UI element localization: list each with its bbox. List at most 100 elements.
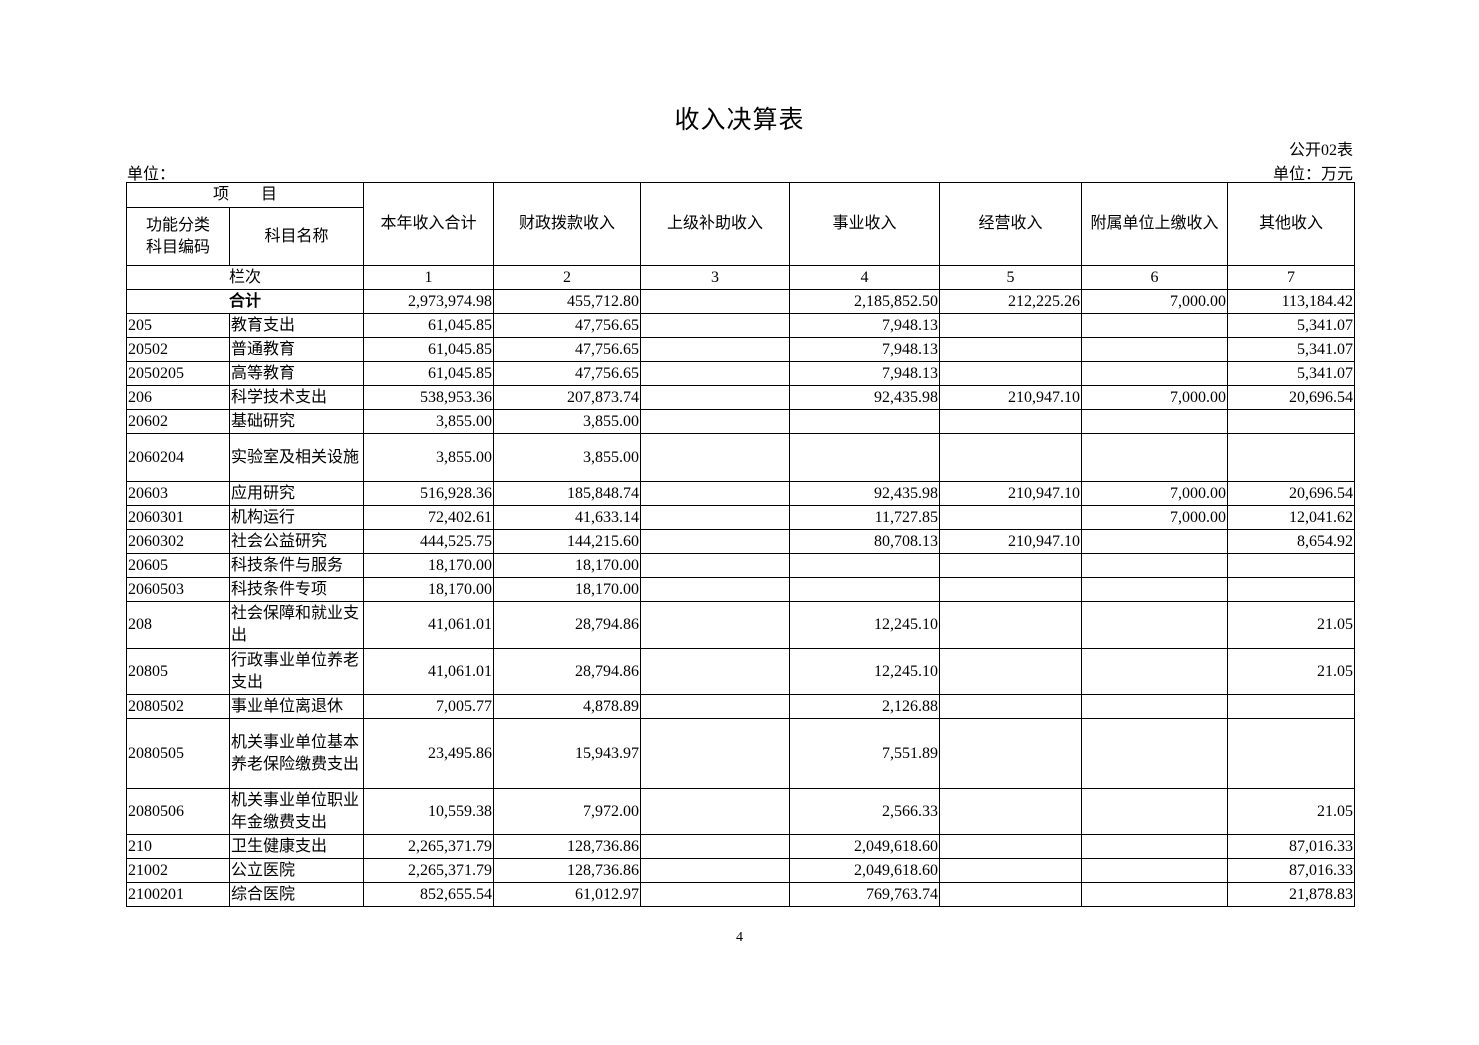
cell-value (939, 648, 1082, 695)
cell-value (1081, 858, 1228, 883)
subject-name: 教育支出 (229, 313, 364, 338)
cell-value (640, 718, 790, 789)
code-header: 功能分类科目编码 (126, 207, 230, 266)
cell-value (789, 577, 940, 602)
subject-code: 2100201 (126, 882, 230, 907)
cell-value: 185,848.74 (493, 481, 641, 506)
cell-value (939, 361, 1082, 386)
cell-value: 18,170.00 (363, 577, 494, 602)
cell-value (640, 601, 790, 649)
subject-name: 综合医院 (229, 882, 364, 907)
cell-value (640, 648, 790, 695)
total-value: 455,712.80 (493, 289, 641, 314)
currency-unit: 单位：万元 (1272, 166, 1353, 183)
subject-code: 20605 (126, 553, 230, 578)
cell-value (939, 433, 1082, 482)
col-header: 附属单位上缴收入 (1081, 182, 1228, 266)
cell-value (939, 694, 1082, 719)
cell-value (1081, 601, 1228, 649)
subject-code: 205 (126, 313, 230, 338)
subject-name: 高等教育 (229, 361, 364, 386)
col-index: 2 (493, 265, 641, 290)
cell-value (640, 409, 790, 434)
cell-value: 210,947.10 (939, 481, 1082, 506)
table-row: 206 科学技术支出 538,953.36 207,873.74 92,435.98 21… (126, 385, 1355, 410)
cell-value (640, 834, 790, 859)
cell-value (640, 337, 790, 362)
total-value (640, 289, 790, 314)
cell-value (939, 553, 1082, 578)
table-row: 2100201 综合医院 852,655.54 61,012.97 769,763.74… (126, 882, 1355, 907)
cell-value: 3,855.00 (363, 433, 494, 482)
subject-name: 机构运行 (229, 505, 364, 530)
table-row: 205 教育支出 61,045.85 47,756.65 7,948.13 5,341.0… (126, 313, 1355, 338)
cell-value: 144,215.60 (493, 529, 641, 554)
cell-value: 61,012.97 (493, 882, 641, 907)
cell-value (640, 481, 790, 506)
cell-value: 516,928.36 (363, 481, 494, 506)
cell-value (1227, 553, 1355, 578)
total-row: 合计 2,973,974.98 455,712.80 2,185,852.50 … (126, 289, 1355, 314)
cell-value: 444,525.75 (363, 529, 494, 554)
table-row: 2080506 机关事业单位职业年金缴费支出 10,559.38 7,972.00 2,… (126, 788, 1355, 835)
cell-value: 7,948.13 (789, 313, 940, 338)
cell-value (640, 788, 790, 835)
cell-value (1081, 694, 1228, 719)
cell-value (640, 577, 790, 602)
col-index: 3 (640, 265, 790, 290)
subject-code: 2060204 (126, 433, 230, 482)
cell-value: 28,794.86 (493, 648, 641, 695)
cell-value: 61,045.85 (363, 361, 494, 386)
cell-value (1081, 337, 1228, 362)
cell-value: 128,736.86 (493, 834, 641, 859)
cell-value: 2,265,371.79 (363, 858, 494, 883)
subject-name: 普通教育 (229, 337, 364, 362)
cell-value (939, 858, 1082, 883)
subject-code: 20805 (126, 648, 230, 695)
cell-value: 92,435.98 (789, 385, 940, 410)
cell-value: 210,947.10 (939, 385, 1082, 410)
cell-value (939, 788, 1082, 835)
table-row: 20603 应用研究 516,928.36 185,848.74 92,435.98 21… (126, 481, 1355, 506)
cell-value: 207,873.74 (493, 385, 641, 410)
cell-value (789, 553, 940, 578)
cell-value (1081, 718, 1228, 789)
cell-value: 18,170.00 (493, 577, 641, 602)
col-header: 财政拨款收入 (493, 182, 641, 266)
cell-value: 2,126.88 (789, 694, 940, 719)
cell-value: 538,953.36 (363, 385, 494, 410)
cell-value (939, 313, 1082, 338)
table-row: 2060204 实验室及相关设施 3,855.00 3,855.00 (126, 433, 1355, 482)
cell-value (1081, 553, 1228, 578)
col-index: 7 (1227, 265, 1355, 290)
cell-value: 7,005.77 (363, 694, 494, 719)
table-row: 208 社会保障和就业支出 41,061.01 28,794.86 12,245.10 2… (126, 601, 1355, 649)
cell-value: 21.05 (1227, 601, 1355, 649)
col-index: 5 (939, 265, 1082, 290)
subject-code: 210 (126, 834, 230, 859)
cell-value: 3,855.00 (493, 433, 641, 482)
subject-code: 2060302 (126, 529, 230, 554)
cell-value: 7,948.13 (789, 337, 940, 362)
cell-value (939, 882, 1082, 907)
name-header: 科目名称 (229, 207, 364, 266)
cell-value: 7,000.00 (1081, 505, 1228, 530)
cell-value: 28,794.86 (493, 601, 641, 649)
cell-value (1081, 882, 1228, 907)
subject-name: 科技条件与服务 (229, 553, 364, 578)
subject-name: 基础研究 (229, 409, 364, 434)
cell-value (1081, 313, 1228, 338)
cell-value: 5,341.07 (1227, 313, 1355, 338)
cell-value (1081, 834, 1228, 859)
subject-code: 2080506 (126, 788, 230, 835)
cell-value: 11,727.85 (789, 505, 940, 530)
table-row: 210 卫生健康支出 2,265,371.79 128,736.86 2,049,618… (126, 834, 1355, 859)
table-row: 20805 行政事业单位养老支出 41,061.01 28,794.86 12,245.… (126, 648, 1355, 695)
cell-value (1081, 433, 1228, 482)
total-value: 2,185,852.50 (789, 289, 940, 314)
page-title: 收入决算表 (674, 107, 805, 134)
subject-code: 20603 (126, 481, 230, 506)
table-row: 2060301 机构运行 72,402.61 41,633.14 11,727.85 7,… (126, 505, 1355, 530)
cell-value: 92,435.98 (789, 481, 940, 506)
cell-value (640, 361, 790, 386)
